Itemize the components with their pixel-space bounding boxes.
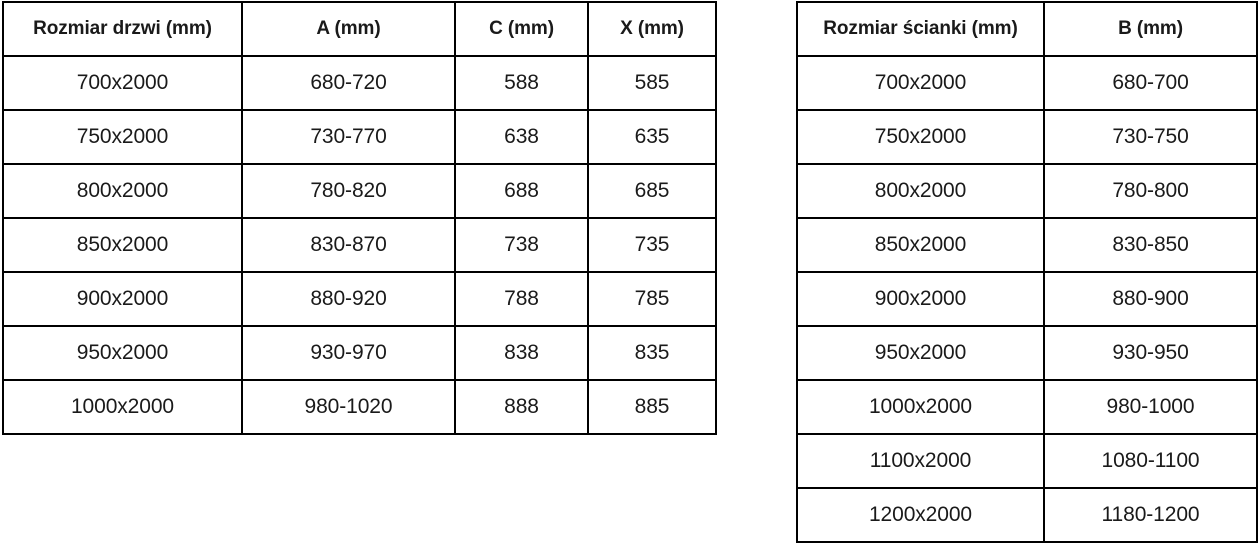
table-row: 900x2000 880-920 788 785 bbox=[2, 271, 717, 327]
table-row: 850x2000 830-850 bbox=[796, 217, 1258, 273]
table-row: 1100x2000 1080-1100 bbox=[796, 433, 1258, 489]
table-row: 800x2000 780-800 bbox=[796, 163, 1258, 219]
cell-a: 930-970 bbox=[241, 325, 456, 381]
cell-wall-size: 850x2000 bbox=[796, 217, 1045, 273]
column-header-a: A (mm) bbox=[241, 1, 456, 57]
cell-a: 780-820 bbox=[241, 163, 456, 219]
table-row: 750x2000 730-770 638 635 bbox=[2, 109, 717, 165]
cell-door-size: 950x2000 bbox=[2, 325, 243, 381]
cell-a: 880-920 bbox=[241, 271, 456, 327]
cell-b: 780-800 bbox=[1043, 163, 1258, 219]
cell-c: 688 bbox=[454, 163, 589, 219]
table-row: 1200x2000 1180-1200 bbox=[796, 487, 1258, 543]
cell-c: 788 bbox=[454, 271, 589, 327]
wall-size-table: Rozmiar ścianki (mm) B (mm) 700x2000 680… bbox=[796, 1, 1258, 543]
cell-wall-size: 950x2000 bbox=[796, 325, 1045, 381]
cell-b: 680-700 bbox=[1043, 55, 1258, 111]
table-row: 850x2000 830-870 738 735 bbox=[2, 217, 717, 273]
table-row: 700x2000 680-720 588 585 bbox=[2, 55, 717, 111]
cell-x: 635 bbox=[587, 109, 717, 165]
cell-wall-size: 700x2000 bbox=[796, 55, 1045, 111]
cell-x: 835 bbox=[587, 325, 717, 381]
cell-door-size: 850x2000 bbox=[2, 217, 243, 273]
cell-wall-size: 800x2000 bbox=[796, 163, 1045, 219]
table-header-row: Rozmiar ścianki (mm) B (mm) bbox=[796, 1, 1258, 57]
table-header-row: Rozmiar drzwi (mm) A (mm) C (mm) X (mm) bbox=[2, 1, 717, 57]
cell-x: 785 bbox=[587, 271, 717, 327]
column-header-b: B (mm) bbox=[1043, 1, 1258, 57]
cell-door-size: 900x2000 bbox=[2, 271, 243, 327]
cell-wall-size: 750x2000 bbox=[796, 109, 1045, 165]
column-header-c: C (mm) bbox=[454, 1, 589, 57]
cell-b: 1180-1200 bbox=[1043, 487, 1258, 543]
cell-a: 680-720 bbox=[241, 55, 456, 111]
cell-c: 588 bbox=[454, 55, 589, 111]
table-row: 1000x2000 980-1020 888 885 bbox=[2, 379, 717, 435]
cell-b: 930-950 bbox=[1043, 325, 1258, 381]
cell-c: 838 bbox=[454, 325, 589, 381]
table-row: 950x2000 930-950 bbox=[796, 325, 1258, 381]
column-header-x: X (mm) bbox=[587, 1, 717, 57]
cell-c: 638 bbox=[454, 109, 589, 165]
cell-door-size: 750x2000 bbox=[2, 109, 243, 165]
cell-b: 830-850 bbox=[1043, 217, 1258, 273]
cell-a: 830-870 bbox=[241, 217, 456, 273]
table-row: 750x2000 730-750 bbox=[796, 109, 1258, 165]
cell-b: 1080-1100 bbox=[1043, 433, 1258, 489]
cell-x: 685 bbox=[587, 163, 717, 219]
table-row: 700x2000 680-700 bbox=[796, 55, 1258, 111]
cell-door-size: 800x2000 bbox=[2, 163, 243, 219]
cell-wall-size: 1100x2000 bbox=[796, 433, 1045, 489]
cell-b: 880-900 bbox=[1043, 271, 1258, 327]
cell-b: 730-750 bbox=[1043, 109, 1258, 165]
cell-c: 888 bbox=[454, 379, 589, 435]
cell-x: 885 bbox=[587, 379, 717, 435]
door-size-table: Rozmiar drzwi (mm) A (mm) C (mm) X (mm) … bbox=[2, 1, 717, 435]
column-header-door-size: Rozmiar drzwi (mm) bbox=[2, 1, 243, 57]
cell-door-size: 700x2000 bbox=[2, 55, 243, 111]
table-row: 1000x2000 980-1000 bbox=[796, 379, 1258, 435]
cell-b: 980-1000 bbox=[1043, 379, 1258, 435]
cell-a: 980-1020 bbox=[241, 379, 456, 435]
cell-a: 730-770 bbox=[241, 109, 456, 165]
column-header-wall-size: Rozmiar ścianki (mm) bbox=[796, 1, 1045, 57]
cell-wall-size: 1200x2000 bbox=[796, 487, 1045, 543]
cell-x: 735 bbox=[587, 217, 717, 273]
cell-c: 738 bbox=[454, 217, 589, 273]
table-row: 950x2000 930-970 838 835 bbox=[2, 325, 717, 381]
cell-door-size: 1000x2000 bbox=[2, 379, 243, 435]
cell-x: 585 bbox=[587, 55, 717, 111]
cell-wall-size: 1000x2000 bbox=[796, 379, 1045, 435]
table-row: 900x2000 880-900 bbox=[796, 271, 1258, 327]
table-row: 800x2000 780-820 688 685 bbox=[2, 163, 717, 219]
cell-wall-size: 900x2000 bbox=[796, 271, 1045, 327]
